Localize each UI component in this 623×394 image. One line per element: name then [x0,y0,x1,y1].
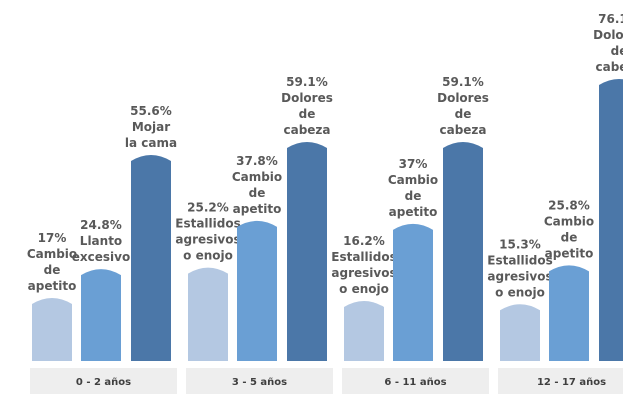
data-label-3-5-anos-estallidos-agresivos-o-enojo: 25.2% Estallidos agresivos o enojo [175,201,241,263]
category-label-12-17-anos: 12 - 17 años [537,377,606,388]
bar-12-17-anos-cambio-de-apetito [549,265,589,361]
data-label-3-5-anos-dolores-de-cabeza: 59.1% Dolores de cabeza [281,75,333,137]
data-label-0-2-anos-mojar-la-cama: 55.6% Mojar la cama [125,104,177,150]
bar-0-2-anos-mojar-la-cama [131,154,171,361]
bar-6-11-anos-cambio-de-apetito [393,223,433,361]
bar-12-17-anos-estallidos-agresivos-o-enojo [500,304,540,361]
data-label-6-11-anos-dolores-de-cabeza: 59.1% Dolores de cabeza [437,75,489,137]
data-label-6-11-anos-cambio-de-apetito: 37% Cambio de apetito [388,157,438,219]
bar-3-5-anos-cambio-de-apetito [237,220,277,361]
bar-3-5-anos-dolores-de-cabeza [287,141,327,361]
bar-6-11-anos-estallidos-agresivos-o-enojo [344,300,384,361]
data-label-6-11-anos-estallidos-agresivos-o-enojo: 16.2% Estallidos agresivos o enojo [331,234,397,296]
category-box-12-17-anos [498,368,623,394]
data-label-0-2-anos-llanto-excesivo: 24.8% Llanto excesivo [72,218,130,264]
category-label-6-11-anos: 6 - 11 años [384,377,446,388]
bar-12-17-anos-dolores-de-cabeza [599,79,623,361]
category-box-3-5-anos [186,368,333,394]
category-box-6-11-anos [342,368,489,394]
category-label-3-5-anos: 3 - 5 años [232,377,287,388]
data-label-12-17-anos-estallidos-agresivos-o-enojo: 15.3% Estallidos agresivos o enojo [487,237,553,299]
category-label-0-2-anos: 0 - 2 años [76,377,131,388]
data-label-0-2-anos-cambio-de-apetito: 17% Cambio de apetito [27,231,77,293]
category-box-0-2-anos [30,368,177,394]
bar-0-2-anos-llanto-excesivo [81,269,121,361]
data-label-12-17-anos-cambio-de-apetito: 25.8% Cambio de apetito [544,198,594,260]
bar-0-2-anos-cambio-de-apetito [32,298,72,361]
bar-3-5-anos-estallidos-agresivos-o-enojo [188,267,228,361]
data-label-3-5-anos-cambio-de-apetito: 37.8% Cambio de apetito [232,154,282,216]
bar-6-11-anos-dolores-de-cabeza [443,141,483,361]
